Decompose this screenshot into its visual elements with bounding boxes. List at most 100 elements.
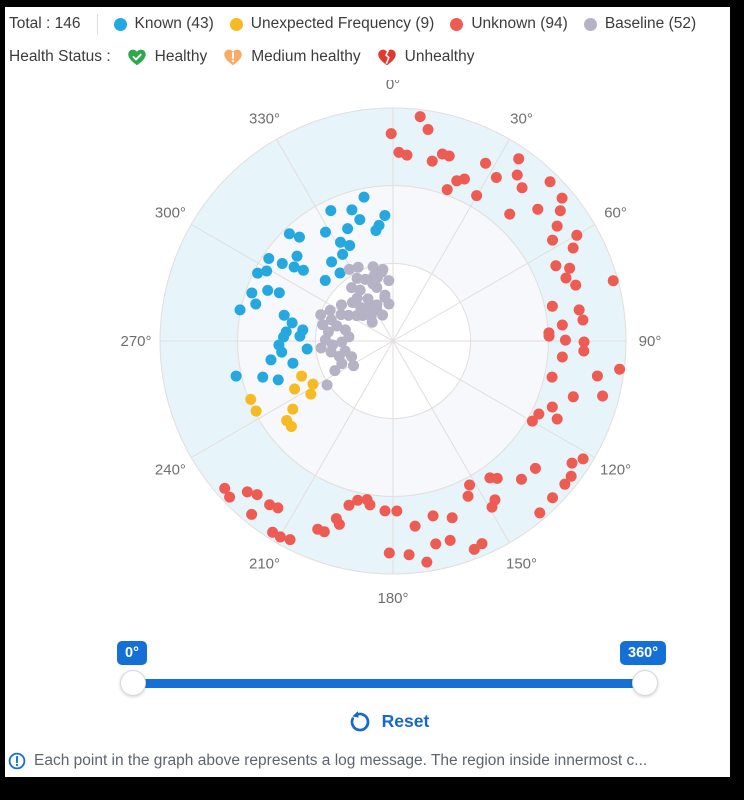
reset-button[interactable]: Reset [133, 707, 645, 735]
data-point-unknown[interactable] [414, 111, 426, 123]
data-point-baseline[interactable] [331, 320, 343, 332]
data-point-unknown[interactable] [504, 208, 516, 220]
data-point-unknown[interactable] [532, 203, 544, 215]
data-point-unknown[interactable] [560, 272, 572, 284]
data-point-unknown[interactable] [571, 229, 583, 241]
data-point-unknown[interactable] [401, 149, 413, 161]
data-point-unknown[interactable] [551, 413, 563, 425]
data-point-known[interactable] [342, 223, 354, 235]
data-point-unexpected-frequency[interactable] [245, 393, 257, 405]
data-point-baseline[interactable] [362, 293, 374, 305]
data-point-unknown[interactable] [468, 543, 480, 555]
data-point-known[interactable] [276, 257, 288, 269]
data-point-baseline[interactable] [351, 272, 363, 284]
data-point-unknown[interactable] [364, 499, 376, 511]
data-point-unknown[interactable] [570, 279, 582, 291]
data-point-known[interactable] [301, 343, 313, 355]
data-point-known[interactable] [291, 250, 303, 262]
data-point-baseline[interactable] [367, 278, 379, 290]
slider-handle-max[interactable] [632, 670, 658, 696]
data-point-unknown[interactable] [551, 220, 563, 232]
data-point-baseline[interactable] [335, 299, 347, 311]
data-point-known[interactable] [294, 330, 306, 342]
data-point-unknown[interactable] [564, 262, 576, 274]
data-point-unknown[interactable] [251, 489, 263, 501]
slider-handle-min[interactable] [120, 670, 146, 696]
data-point-known[interactable] [246, 287, 258, 299]
data-point-baseline[interactable] [321, 379, 333, 391]
legend-item-baseline[interactable]: Baseline (52) [583, 15, 696, 33]
data-point-unknown[interactable] [426, 155, 438, 167]
data-point-known[interactable] [278, 331, 290, 343]
data-point-unknown[interactable] [264, 499, 276, 511]
data-point-unknown[interactable] [559, 478, 571, 490]
data-point-unknown[interactable] [490, 172, 502, 184]
data-point-unknown[interactable] [607, 275, 619, 287]
data-point-unknown[interactable] [480, 157, 492, 169]
data-point-unknown[interactable] [533, 408, 545, 420]
data-point-unknown[interactable] [333, 518, 345, 530]
data-point-unknown[interactable] [462, 490, 474, 502]
data-point-known[interactable] [263, 252, 275, 264]
data-point-baseline[interactable] [336, 336, 348, 348]
data-point-unknown[interactable] [546, 401, 558, 413]
data-point-unknown[interactable] [343, 499, 355, 511]
data-point-unknown[interactable] [546, 371, 558, 383]
data-point-unknown[interactable] [318, 526, 330, 538]
data-point-unknown[interactable] [546, 300, 558, 312]
data-point-unknown[interactable] [471, 190, 483, 202]
data-point-unknown[interactable] [513, 153, 525, 165]
data-point-known[interactable] [250, 298, 262, 310]
data-point-unexpected-frequency[interactable] [307, 378, 319, 390]
data-point-unknown[interactable] [352, 494, 364, 506]
data-point-unknown[interactable] [567, 242, 579, 254]
data-point-unknown[interactable] [224, 491, 236, 503]
data-point-known[interactable] [370, 224, 382, 236]
data-point-unknown[interactable] [544, 176, 556, 188]
data-point-unknown[interactable] [566, 457, 578, 469]
data-point-baseline[interactable] [379, 291, 391, 303]
data-point-baseline[interactable] [377, 309, 389, 321]
data-point-baseline[interactable] [315, 309, 327, 321]
data-point-unknown[interactable] [597, 390, 609, 402]
data-point-baseline[interactable] [329, 365, 341, 377]
data-point-known[interactable] [319, 226, 331, 238]
data-point-known[interactable] [325, 205, 337, 217]
data-point-unknown[interactable] [550, 260, 562, 272]
data-point-unexpected-frequency[interactable] [296, 370, 308, 382]
data-point-unknown[interactable] [529, 462, 541, 474]
data-point-unknown[interactable] [554, 205, 566, 217]
data-point-baseline[interactable] [324, 304, 336, 316]
data-point-unknown[interactable] [516, 182, 528, 194]
data-point-baseline[interactable] [315, 342, 327, 354]
data-point-unknown[interactable] [556, 319, 568, 331]
data-point-unknown[interactable] [547, 492, 559, 504]
data-point-known[interactable] [287, 357, 299, 369]
data-point-known[interactable] [272, 374, 284, 386]
data-point-known[interactable] [276, 346, 288, 358]
data-point-unknown[interactable] [476, 538, 488, 550]
data-point-known[interactable] [344, 240, 356, 252]
data-point-unknown[interactable] [526, 415, 538, 427]
data-point-known[interactable] [265, 354, 277, 366]
data-point-unknown[interactable] [246, 508, 258, 520]
data-point-unknown[interactable] [241, 486, 253, 498]
data-point-baseline[interactable] [352, 261, 364, 273]
data-point-unknown[interactable] [614, 363, 626, 375]
data-point-unknown[interactable] [577, 314, 589, 326]
data-point-known[interactable] [358, 191, 370, 203]
legend-item-unexpected-frequency[interactable]: Unexpected Frequency (9) [229, 15, 434, 33]
data-point-unknown[interactable] [446, 512, 458, 524]
data-point-known[interactable] [293, 231, 305, 243]
data-point-unknown[interactable] [422, 124, 434, 136]
data-point-baseline[interactable] [347, 360, 359, 372]
polar-scatter-chart[interactable]: 0° 30° 60° 90° 120° 150° 180° 210° 240° 270° 300° 3… [5, 80, 730, 625]
data-point-unknown[interactable] [391, 505, 403, 517]
data-point-known[interactable] [288, 261, 300, 273]
data-point-baseline[interactable] [366, 316, 378, 328]
data-point-known[interactable] [230, 370, 242, 382]
data-point-unknown[interactable] [421, 556, 433, 568]
data-point-unknown[interactable] [577, 453, 589, 465]
data-point-unexpected-frequency[interactable] [285, 421, 297, 433]
data-point-unknown[interactable] [409, 520, 421, 532]
